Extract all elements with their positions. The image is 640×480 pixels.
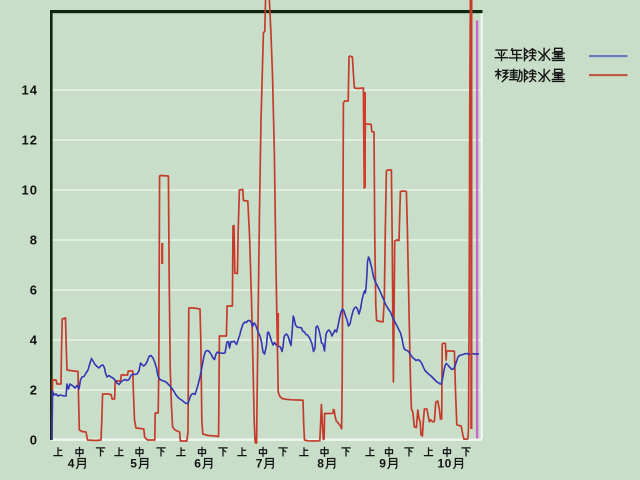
- svg-text:14: 14: [22, 83, 38, 98]
- svg-text:2: 2: [30, 383, 38, 398]
- svg-text:10: 10: [438, 457, 452, 471]
- svg-text:5: 5: [130, 457, 137, 471]
- svg-text:10: 10: [22, 183, 38, 198]
- svg-text:4: 4: [30, 333, 38, 348]
- svg-text:8: 8: [30, 233, 38, 248]
- svg-text:0: 0: [30, 433, 38, 448]
- svg-text:9: 9: [379, 457, 386, 471]
- svg-text:7: 7: [256, 457, 263, 471]
- svg-text:6: 6: [194, 457, 201, 471]
- svg-text:4: 4: [68, 457, 75, 471]
- svg-text:8: 8: [317, 457, 324, 471]
- svg-text:12: 12: [22, 133, 38, 148]
- svg-text:6: 6: [30, 283, 38, 298]
